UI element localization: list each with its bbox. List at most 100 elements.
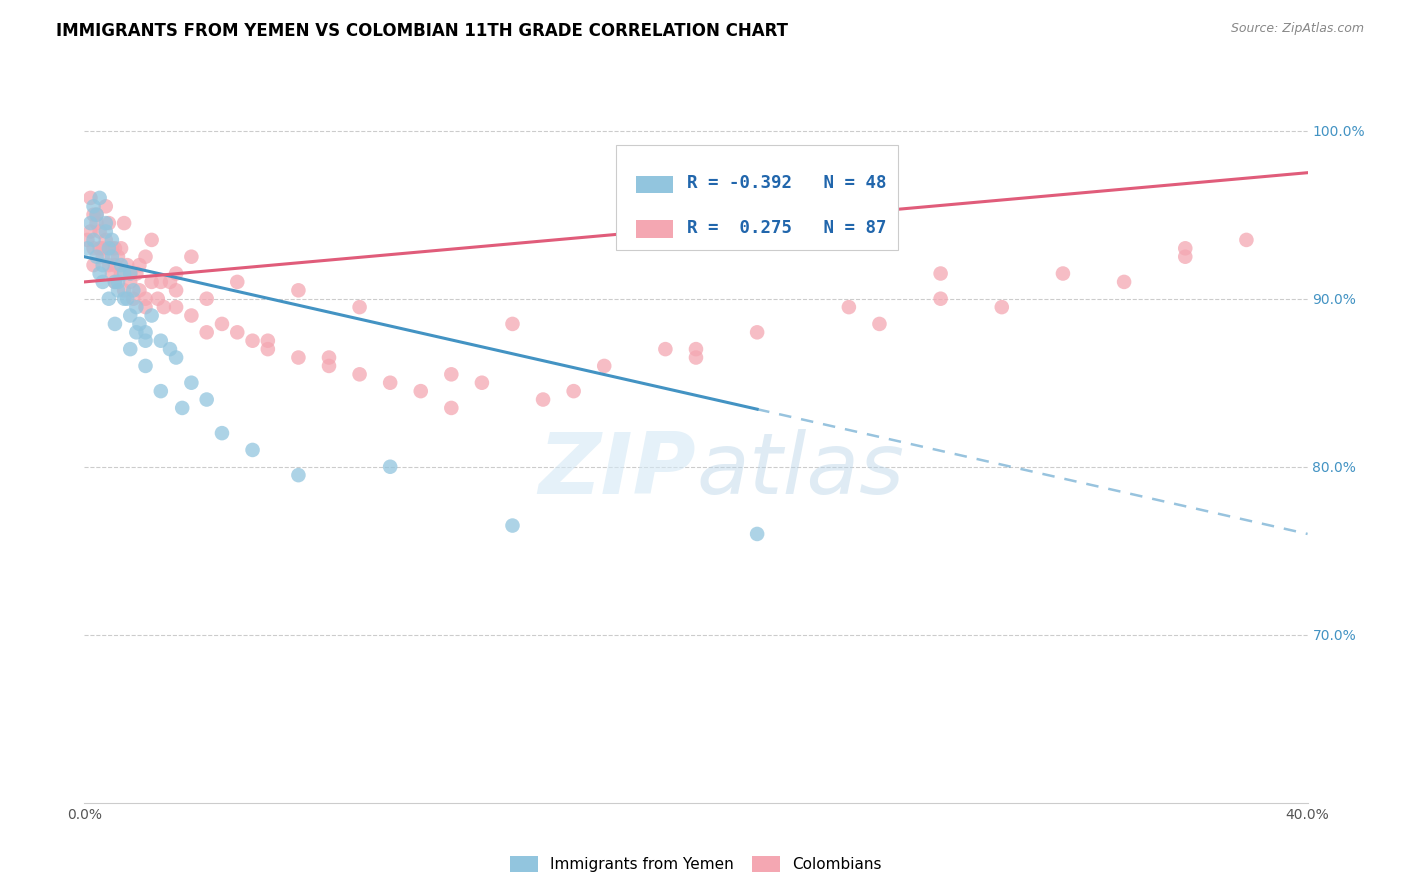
Point — [122, 292, 145, 306]
Point — [929, 292, 952, 306]
Point — [86, 250, 108, 264]
Text: R = -0.392   N = 48: R = -0.392 N = 48 — [688, 174, 886, 192]
Point — [107, 275, 129, 289]
Point — [112, 216, 135, 230]
Point — [226, 275, 249, 289]
Point — [409, 384, 432, 398]
Point — [287, 351, 309, 365]
Point — [440, 401, 463, 415]
Point — [141, 275, 163, 289]
FancyBboxPatch shape — [616, 145, 898, 250]
Point — [128, 258, 150, 272]
FancyBboxPatch shape — [636, 176, 673, 193]
Point — [349, 368, 371, 382]
Point — [94, 216, 117, 230]
Point — [94, 233, 117, 247]
Point — [128, 283, 150, 297]
Point — [83, 233, 105, 247]
Point — [159, 342, 181, 356]
Point — [91, 258, 114, 272]
Point — [440, 368, 463, 382]
Point — [125, 267, 148, 281]
Point — [91, 250, 114, 264]
Point — [1174, 241, 1197, 255]
Point — [125, 300, 148, 314]
Point — [97, 292, 120, 306]
Point — [685, 342, 707, 356]
Point — [79, 216, 101, 230]
Point — [107, 283, 129, 297]
Point — [159, 275, 181, 289]
Legend: Immigrants from Yemen, Colombians: Immigrants from Yemen, Colombians — [505, 850, 887, 879]
Point — [89, 267, 111, 281]
Point — [115, 258, 138, 272]
Point — [165, 267, 187, 281]
Point — [91, 275, 114, 289]
Point — [76, 233, 98, 247]
Point — [135, 250, 157, 264]
Point — [747, 527, 769, 541]
Point — [101, 267, 124, 281]
Point — [89, 225, 111, 239]
Point — [195, 326, 218, 340]
Point — [101, 233, 124, 247]
Point — [101, 241, 124, 255]
Point — [120, 309, 142, 323]
Point — [97, 258, 120, 272]
Point — [94, 225, 117, 239]
Point — [1174, 250, 1197, 264]
Point — [838, 300, 860, 314]
Point — [153, 300, 176, 314]
Point — [94, 199, 117, 213]
Point — [89, 191, 111, 205]
Point — [141, 309, 163, 323]
Point — [104, 317, 127, 331]
Point — [115, 292, 138, 306]
Point — [110, 258, 132, 272]
Point — [83, 199, 105, 213]
Point — [112, 292, 135, 306]
Point — [135, 334, 157, 348]
Point — [531, 392, 554, 407]
Point — [165, 300, 187, 314]
Point — [104, 258, 127, 272]
Point — [120, 342, 142, 356]
Point — [654, 342, 676, 356]
Text: ZIP: ZIP — [538, 429, 696, 512]
Point — [135, 359, 157, 373]
Point — [125, 326, 148, 340]
Point — [1114, 275, 1136, 289]
Point — [112, 267, 135, 281]
Point — [83, 208, 105, 222]
Point — [110, 267, 132, 281]
Point — [593, 359, 616, 373]
Point — [287, 283, 309, 297]
Point — [104, 275, 127, 289]
Point — [180, 376, 202, 390]
Point — [380, 459, 402, 474]
Text: IMMIGRANTS FROM YEMEN VS COLOMBIAN 11TH GRADE CORRELATION CHART: IMMIGRANTS FROM YEMEN VS COLOMBIAN 11TH … — [56, 22, 789, 40]
Point — [380, 376, 402, 390]
Point — [165, 283, 187, 297]
Point — [471, 376, 494, 390]
Point — [257, 342, 280, 356]
Point — [128, 317, 150, 331]
Point — [97, 216, 120, 230]
Point — [502, 317, 524, 331]
Point — [318, 351, 340, 365]
Point — [685, 351, 707, 365]
Point — [318, 359, 340, 373]
Point — [180, 250, 202, 264]
Point — [146, 292, 169, 306]
Point — [135, 292, 157, 306]
Point — [991, 300, 1014, 314]
Point — [226, 326, 249, 340]
Point — [149, 275, 172, 289]
Point — [97, 241, 120, 255]
Point — [122, 283, 145, 297]
Text: R =  0.275   N = 87: R = 0.275 N = 87 — [688, 219, 886, 236]
Point — [104, 275, 127, 289]
Point — [349, 300, 371, 314]
Point — [165, 351, 187, 365]
Point — [211, 317, 233, 331]
